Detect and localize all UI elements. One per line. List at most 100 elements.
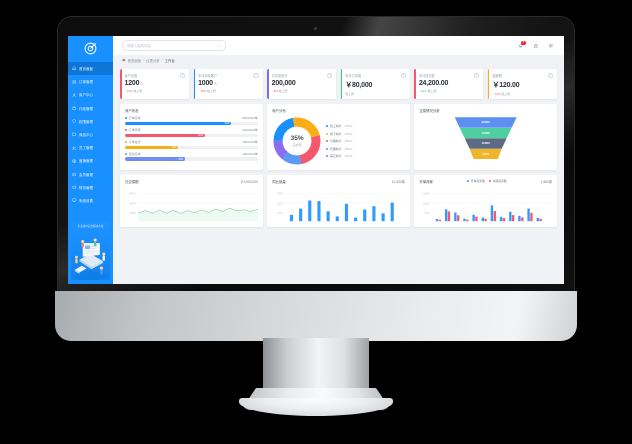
funnel-chart[interactable]: 20000 访问人数 15000 浏览商品 10000 加入购物车 5000 生成订单 (419, 116, 552, 160)
breadcrumb-item-0[interactable]: 首页面板 (127, 58, 142, 63)
bar[interactable] (494, 211, 497, 222)
bar[interactable] (521, 217, 524, 222)
stat-card[interactable]: 访问量统计? 200,000 ↑ 8% 较上周 (267, 69, 337, 100)
legend-item[interactable]: 其它商户 10000 (326, 154, 405, 158)
donut-slice[interactable] (273, 117, 321, 165)
sidebar-item-home[interactable]: 首页面板 (68, 62, 113, 76)
line-chart[interactable]: 3000 2000 1000 (125, 187, 258, 223)
info-icon[interactable]: ? (547, 72, 553, 78)
bell-icon[interactable]: 6 (518, 41, 526, 49)
legend-item[interactable]: 代理商户 10000 (326, 147, 405, 151)
info-icon[interactable]: ? (179, 72, 186, 78)
funnel-label-text: 加入购物车 (512, 141, 527, 146)
sidebar-promo-illustration[interactable]: 企业级中后台解决方案 (71, 222, 110, 280)
bar[interactable] (290, 215, 294, 222)
bar[interactable] (381, 213, 385, 222)
bar[interactable] (299, 208, 303, 222)
folder-icon (72, 132, 77, 137)
bar[interactable] (454, 212, 457, 222)
sidebar-item-permissions[interactable]: 权限管理 (68, 115, 113, 128)
bar[interactable] (354, 217, 358, 222)
bar[interactable] (527, 208, 531, 222)
bar[interactable] (445, 209, 448, 222)
search-placeholder: 请输入搜索内容 (127, 44, 151, 48)
bar-chart[interactable]: 900 600 300 (272, 187, 405, 223)
bar[interactable] (539, 219, 543, 222)
bar[interactable] (503, 218, 506, 222)
gear-icon[interactable] (548, 43, 554, 49)
donut-chart[interactable]: 35% 完成率 (272, 116, 322, 166)
donut-slice[interactable] (273, 117, 321, 165)
bar[interactable] (390, 202, 394, 222)
sidebar-item-users[interactable]: 用户中心 (68, 88, 113, 101)
funnel-level[interactable]: 5000 生成订单 (469, 148, 502, 160)
bar[interactable] (530, 213, 533, 222)
webcam-dot (314, 27, 317, 30)
bar[interactable] (326, 211, 330, 222)
sidebar-item-system[interactable]: 系统设置 (68, 194, 113, 207)
bar[interactable] (491, 205, 494, 222)
funnel-level[interactable]: 10000 加入购物车 (464, 138, 507, 149)
sidebar-item-label: 财务管理 (79, 185, 93, 190)
stat-card[interactable]: 本月新增客户? 1000人 ↑ 10% 较上周 (193, 69, 263, 100)
bar[interactable] (448, 211, 451, 222)
stat-card[interactable]: 本月订单额? ￥80,000 较上周 (340, 69, 410, 100)
sidebar-item-products[interactable]: 商品中心 (68, 128, 113, 141)
bar[interactable] (363, 209, 367, 222)
bar[interactable] (536, 218, 540, 222)
bar[interactable] (317, 201, 321, 222)
legend-item[interactable]: 关联商家数 (488, 179, 507, 183)
grouped-bar-chart[interactable]: 1500 1000 500 (419, 187, 553, 223)
bar[interactable] (335, 216, 339, 222)
bar[interactable] (472, 214, 476, 222)
bar[interactable] (372, 206, 376, 222)
stat-card[interactable]: 退款额? ￥120.00 ↑ 10% 较上周 (487, 69, 557, 100)
bar[interactable] (509, 212, 512, 222)
legend-item[interactable]: 线上商户 10000 (326, 124, 405, 128)
stat-card[interactable]: 客户总数? 1200人 ↑ 12% 较上周 (120, 69, 190, 100)
stat-card[interactable]: 本月成交额? 24,200.00 ↓ 20% 较上周 (414, 69, 484, 100)
sidebar-item-admin[interactable]: 行政管理 (68, 102, 113, 115)
sidebar-item-staff[interactable]: 员工管理 (68, 141, 113, 154)
bar[interactable] (463, 218, 466, 222)
stat-delta: ↑ 8% 较上周 (271, 88, 288, 93)
megaphone-icon (72, 158, 77, 163)
info-icon[interactable]: ? (327, 72, 333, 78)
bar[interactable] (436, 219, 439, 222)
card-title: 同比销量 (272, 179, 286, 184)
monitor-chin (55, 291, 577, 341)
bar[interactable] (439, 219, 442, 222)
lock-icon[interactable] (533, 43, 539, 49)
legend-item[interactable]: 分销商户 10000 (326, 139, 405, 143)
bar[interactable] (466, 219, 469, 222)
sidebar-item-finance[interactable]: 财务管理 (68, 181, 113, 194)
app-logo[interactable] (68, 36, 113, 57)
bar[interactable] (500, 217, 503, 222)
legend-item[interactable]: 线下商户 10000 (326, 132, 405, 136)
sidebar-item-orders[interactable]: 订单管理 (68, 75, 113, 88)
browser-screen: 首页面板 订单管理 用户中心 行政管理 权限管理 (68, 36, 564, 284)
bar[interactable] (518, 215, 521, 222)
search-input[interactable]: 请输入搜索内容 (122, 40, 226, 51)
file-icon (72, 79, 77, 84)
card-title: 商户分布 (272, 108, 286, 113)
breadcrumb-item-1[interactable]: 仪表分析 (146, 58, 160, 63)
bar[interactable] (512, 215, 515, 222)
bar[interactable] (345, 204, 349, 222)
funnel-level[interactable]: 15000 浏览商品 (459, 127, 512, 139)
bar[interactable] (457, 215, 460, 222)
donut-slice[interactable] (273, 117, 321, 165)
target-compass-icon (84, 42, 97, 54)
bar[interactable] (308, 200, 312, 222)
info-icon[interactable]: ? (253, 72, 259, 78)
sidebar-item-marketing[interactable]: 营销管理 (68, 154, 113, 167)
info-icon[interactable]: ? (400, 72, 406, 78)
bar[interactable] (484, 218, 488, 222)
donut-slice[interactable] (273, 117, 321, 165)
bar[interactable] (475, 216, 479, 222)
bar[interactable] (481, 217, 485, 222)
funnel-level[interactable]: 20000 访问人数 (454, 117, 517, 128)
sidebar-item-members[interactable]: 会员管理 (68, 168, 113, 181)
info-icon[interactable]: ? (474, 72, 480, 78)
legend-item[interactable]: 开单商家数 (467, 179, 485, 183)
